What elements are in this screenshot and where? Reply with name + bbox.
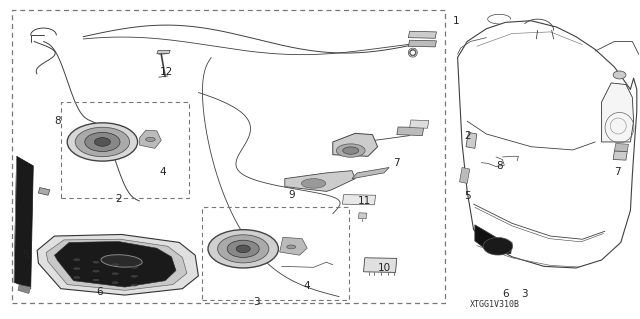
Text: 9: 9 — [288, 189, 294, 200]
Text: 2: 2 — [464, 130, 470, 141]
Ellipse shape — [343, 147, 359, 154]
Ellipse shape — [93, 279, 99, 281]
Ellipse shape — [93, 261, 99, 263]
Polygon shape — [614, 144, 628, 152]
Ellipse shape — [483, 237, 513, 255]
Ellipse shape — [112, 264, 118, 266]
Text: 2: 2 — [115, 194, 122, 204]
Polygon shape — [408, 40, 436, 47]
Ellipse shape — [337, 144, 365, 157]
Polygon shape — [358, 213, 367, 219]
Text: 4: 4 — [160, 167, 166, 177]
Polygon shape — [157, 50, 170, 54]
Text: XTGG1V310B: XTGG1V310B — [470, 300, 520, 309]
Polygon shape — [18, 285, 31, 293]
Ellipse shape — [131, 266, 138, 268]
Text: 7: 7 — [614, 167, 621, 177]
Polygon shape — [280, 237, 307, 255]
Ellipse shape — [74, 277, 80, 278]
Polygon shape — [37, 234, 198, 295]
Text: 8: 8 — [496, 161, 502, 171]
Text: 5: 5 — [22, 250, 29, 260]
Ellipse shape — [76, 127, 130, 157]
Ellipse shape — [613, 71, 626, 79]
Polygon shape — [14, 156, 33, 289]
Text: 7: 7 — [394, 158, 400, 168]
Polygon shape — [475, 225, 512, 254]
Ellipse shape — [218, 235, 269, 263]
Ellipse shape — [112, 273, 118, 275]
Polygon shape — [140, 130, 161, 148]
Polygon shape — [342, 195, 376, 205]
Text: 6: 6 — [502, 289, 509, 299]
Ellipse shape — [74, 259, 80, 261]
Ellipse shape — [74, 268, 80, 270]
Ellipse shape — [101, 255, 142, 267]
Polygon shape — [54, 241, 176, 287]
Polygon shape — [460, 167, 470, 183]
Text: 12: 12 — [160, 67, 173, 77]
Text: 3: 3 — [253, 297, 259, 308]
Ellipse shape — [145, 137, 155, 142]
Ellipse shape — [287, 245, 296, 249]
Text: 1: 1 — [453, 16, 460, 26]
Ellipse shape — [112, 282, 118, 284]
Ellipse shape — [67, 123, 138, 161]
Ellipse shape — [131, 284, 138, 286]
Text: 3: 3 — [522, 289, 528, 299]
Ellipse shape — [131, 275, 138, 277]
Ellipse shape — [93, 270, 99, 272]
Ellipse shape — [85, 132, 120, 152]
Bar — [12, 10, 445, 303]
Polygon shape — [285, 171, 355, 191]
Text: 4: 4 — [304, 280, 310, 291]
Text: 10: 10 — [378, 263, 390, 273]
Text: 8: 8 — [54, 116, 61, 126]
Ellipse shape — [236, 245, 250, 253]
Polygon shape — [333, 133, 378, 156]
Text: 6: 6 — [96, 287, 102, 297]
Polygon shape — [352, 167, 389, 179]
Polygon shape — [38, 188, 50, 195]
Polygon shape — [397, 127, 424, 136]
Text: 11: 11 — [358, 196, 371, 206]
Text: 5: 5 — [464, 191, 470, 201]
Polygon shape — [46, 239, 187, 290]
Polygon shape — [410, 120, 429, 128]
Ellipse shape — [301, 179, 326, 188]
Polygon shape — [602, 83, 634, 142]
Ellipse shape — [95, 138, 111, 146]
Polygon shape — [613, 151, 627, 160]
Polygon shape — [364, 258, 397, 272]
Ellipse shape — [208, 230, 278, 268]
Polygon shape — [466, 132, 477, 148]
Bar — [61, 102, 189, 198]
Bar — [202, 207, 349, 300]
Polygon shape — [408, 31, 436, 38]
Ellipse shape — [227, 240, 259, 257]
